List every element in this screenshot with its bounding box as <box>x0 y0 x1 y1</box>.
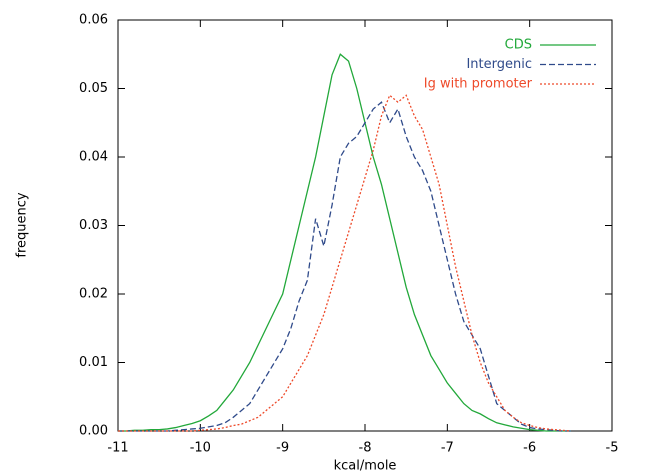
series-line <box>118 94 571 432</box>
x-tick-label: -11 <box>107 441 128 456</box>
legend-label: Intergenic <box>466 57 532 72</box>
y-tick-label: 0.04 <box>79 150 108 165</box>
legend-label: CDS <box>505 38 532 53</box>
plot-frame <box>117 19 613 432</box>
series-line <box>118 101 571 432</box>
y-tick-label: 0.01 <box>79 355 108 370</box>
y-tick-label: 0.02 <box>79 287 108 302</box>
x-tick-label: -5 <box>606 441 619 456</box>
x-axis-label: kcal/mole <box>334 459 397 474</box>
x-tick-label: -6 <box>523 441 536 456</box>
x-tick-label: -8 <box>359 441 372 456</box>
y-axis-label: frequency <box>15 192 30 258</box>
y-tick-label: 0.00 <box>79 424 108 439</box>
y-tick-label: 0.03 <box>79 218 108 233</box>
legend-label: Ig with promoter <box>424 77 533 92</box>
y-tick-label: 0.05 <box>79 81 108 96</box>
x-tick-label: -10 <box>190 441 211 456</box>
series-line <box>118 53 571 432</box>
x-tick-label: -9 <box>276 441 289 456</box>
y-tick-label: 0.06 <box>79 13 108 28</box>
x-tick-label: -7 <box>441 441 454 456</box>
